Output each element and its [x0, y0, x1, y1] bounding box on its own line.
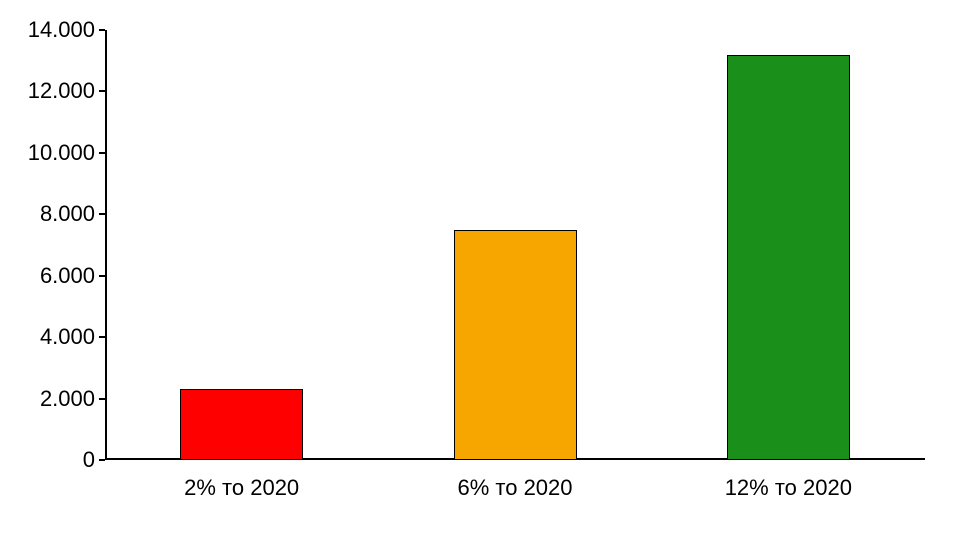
bar — [454, 230, 577, 460]
bar — [180, 389, 303, 460]
y-tick-label: 12.000 — [15, 78, 95, 104]
x-tick-label: 2% то 2020 — [184, 475, 299, 501]
bar-chart: 02.0004.0006.0008.00010.00012.00014.000 … — [0, 0, 955, 547]
y-tick — [99, 275, 105, 277]
x-tick-label: 6% то 2020 — [457, 475, 572, 501]
bar — [727, 55, 850, 460]
plot-area — [105, 30, 925, 460]
y-tick-label: 14.000 — [15, 17, 95, 43]
y-tick-label: 0 — [15, 447, 95, 473]
y-tick — [99, 459, 105, 461]
y-tick — [99, 398, 105, 400]
y-tick-label: 4.000 — [15, 324, 95, 350]
y-tick — [99, 213, 105, 215]
y-axis — [105, 30, 107, 460]
y-tick — [99, 90, 105, 92]
y-tick — [99, 336, 105, 338]
y-tick-label: 2.000 — [15, 386, 95, 412]
y-tick-label: 10.000 — [15, 140, 95, 166]
y-tick-label: 6.000 — [15, 263, 95, 289]
y-tick — [99, 29, 105, 31]
x-tick-label: 12% то 2020 — [725, 475, 852, 501]
y-tick-label: 8.000 — [15, 201, 95, 227]
y-tick — [99, 152, 105, 154]
